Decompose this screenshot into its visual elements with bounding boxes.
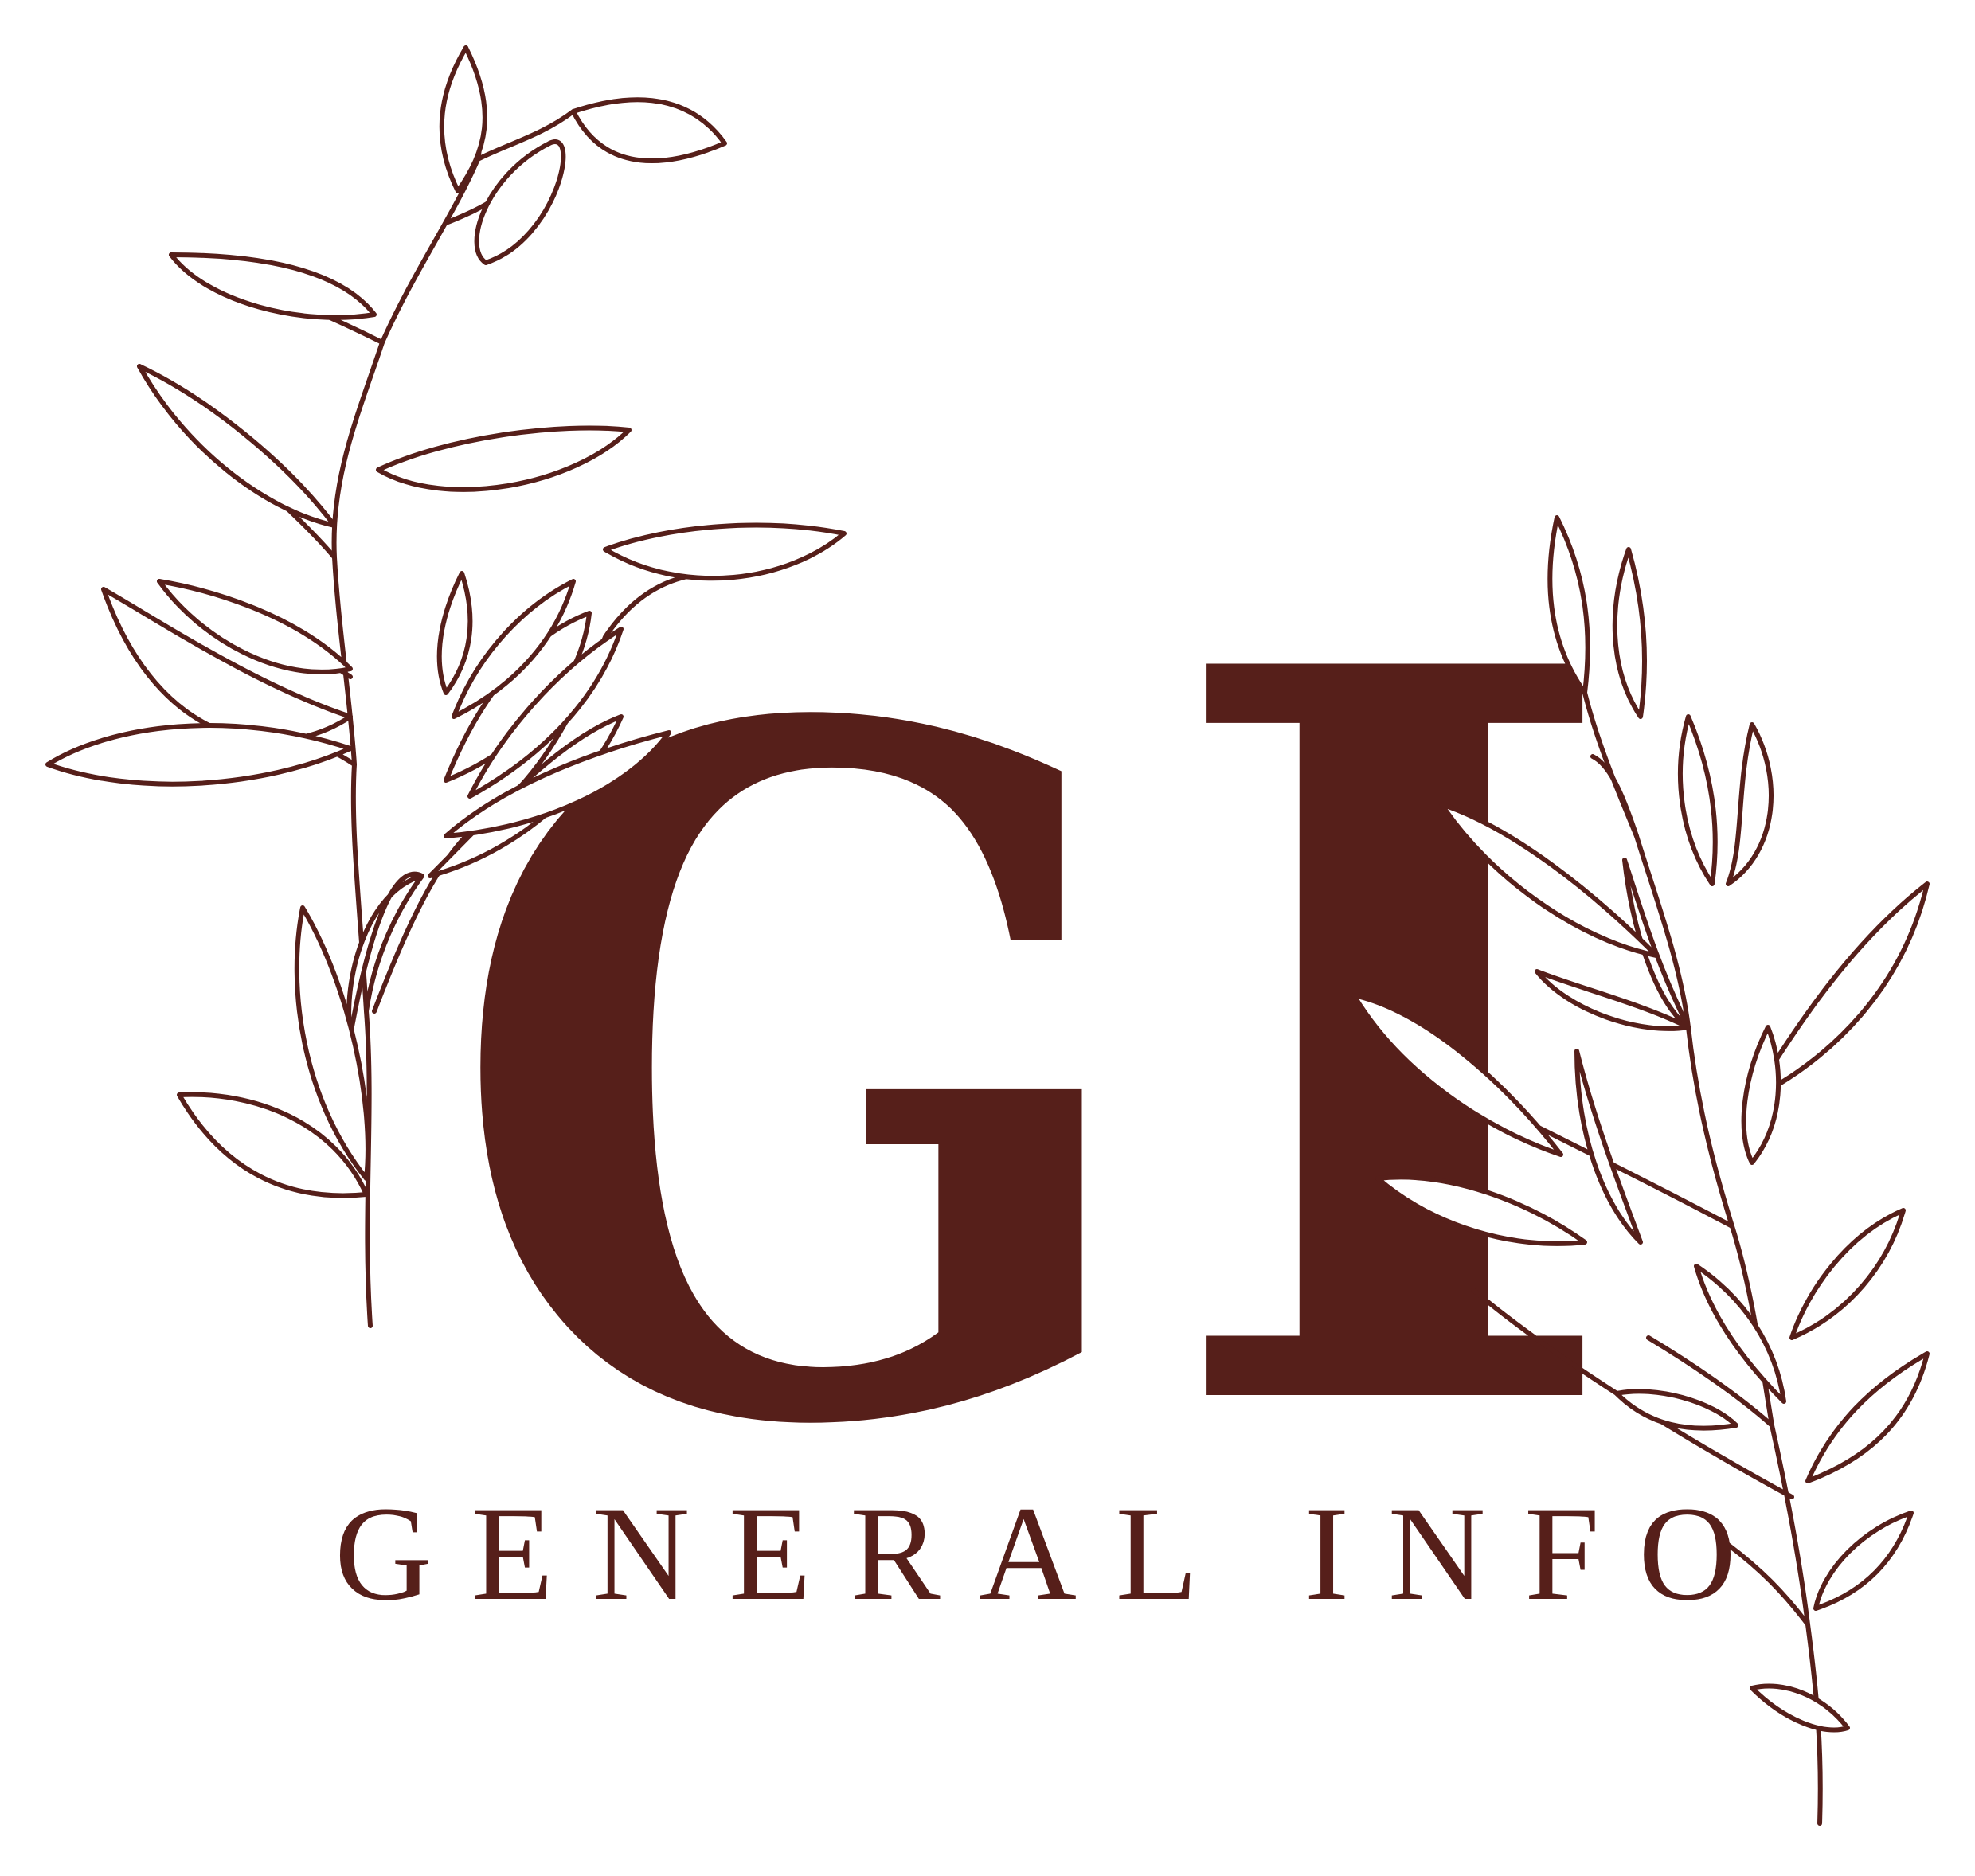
leaf-icon (1375, 1174, 1587, 1246)
leaf-icon (137, 364, 337, 528)
leaf-icon (436, 571, 473, 695)
left-leaf-branch-icon (45, 45, 727, 1328)
leaf-icon (169, 252, 377, 320)
leaf-icon (1694, 1264, 1786, 1404)
leaf-icon (1535, 969, 1691, 1031)
wordmark-text: GENERAL INFO (334, 1479, 1736, 1628)
leaf-icon (1741, 1025, 1781, 1165)
leaf-icon (1813, 1511, 1914, 1611)
leaf-icon (603, 522, 847, 581)
leaf-icon (1726, 722, 1774, 886)
leaf-icon (45, 723, 353, 787)
leaf-icon (1750, 1683, 1850, 1733)
leaf-icon (1805, 1351, 1930, 1483)
leaf-icon (571, 97, 727, 164)
leaf-icon (444, 730, 671, 838)
leaf-icon (1614, 1389, 1738, 1431)
leaf-icon (1678, 714, 1718, 886)
leaf-icon (1789, 1208, 1906, 1340)
wordmark: GENERAL INFO (334, 1479, 1736, 1628)
leaf-icon (467, 627, 624, 799)
leaf-icon (474, 139, 566, 265)
center-leaf-branch-icon (372, 522, 847, 1014)
leaf-icon (157, 579, 353, 674)
leaf-icon (452, 579, 576, 719)
leaf-icon (1612, 547, 1647, 719)
leaf-icon (1351, 993, 1563, 1157)
leaf-icon (1547, 515, 1590, 695)
leaf-icon (439, 45, 487, 193)
leaf-icon (376, 425, 632, 492)
leaf-icon (1439, 802, 1659, 958)
leaf-icon (177, 1092, 369, 1198)
leaf-icon (101, 587, 353, 743)
right-leaf-branch-icon (1351, 515, 1930, 1826)
leaf-icon (1574, 1049, 1643, 1245)
leaf-icon (294, 905, 370, 1181)
